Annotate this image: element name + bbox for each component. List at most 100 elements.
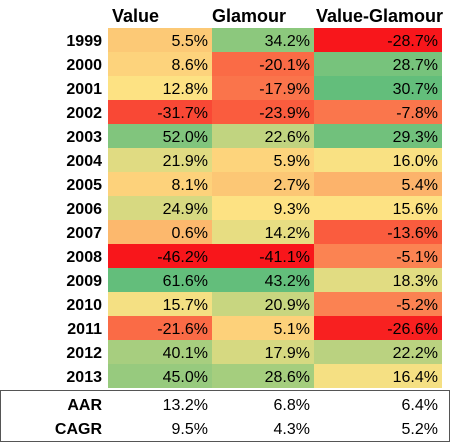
cell-value: 40.1% (163, 345, 208, 362)
summary-value: 6.4% (402, 397, 438, 414)
heat-cell (212, 76, 314, 100)
cell-value: 61.6% (163, 273, 208, 290)
row-label-2004: 2004 (66, 153, 102, 170)
heat-cell (314, 28, 442, 52)
heat-cell (314, 52, 442, 76)
row-label-2003: 2003 (66, 129, 102, 146)
row-label-1999: 1999 (66, 33, 102, 50)
header-glamour: Glamour (212, 6, 286, 26)
summary-value: 9.5% (172, 421, 208, 438)
heat-cell (212, 364, 314, 388)
cell-value: 5.5% (172, 33, 208, 50)
heat-cell (212, 268, 314, 292)
cell-value: 28.6% (265, 369, 310, 386)
heat-cell (108, 52, 212, 76)
cell-value: 28.7% (393, 57, 438, 74)
summary-value: 6.8% (274, 397, 310, 414)
cell-value: -7.8% (396, 105, 438, 122)
cell-value: -5.2% (396, 297, 438, 314)
heat-cell (314, 268, 442, 292)
heat-cell (314, 292, 442, 316)
heat-cell (108, 340, 212, 364)
cell-value: 2.7% (274, 177, 310, 194)
heat-cell (212, 100, 314, 124)
header-value: Value (112, 6, 159, 26)
heat-cell (108, 100, 212, 124)
heat-cell (314, 316, 442, 340)
cell-value: -21.6% (157, 321, 208, 338)
cell-value: 5.1% (274, 321, 310, 338)
heat-cell (314, 196, 442, 220)
cell-value: 5.4% (402, 177, 438, 194)
cell-value: -26.6% (387, 321, 438, 338)
heat-cell (314, 76, 442, 100)
cell-value: 17.9% (265, 345, 310, 362)
cell-value: 16.4% (393, 369, 438, 386)
cell-value: -28.7% (387, 33, 438, 50)
cell-value: 15.6% (393, 201, 438, 218)
heat-cell (314, 100, 442, 124)
heat-cell (108, 244, 212, 268)
cell-value: 20.9% (265, 297, 310, 314)
row-label-2000: 2000 (66, 57, 102, 74)
row-label-2011: 2011 (67, 321, 102, 338)
cell-value: 24.9% (163, 201, 208, 218)
cell-value: 22.6% (265, 129, 310, 146)
heat-cell (212, 124, 314, 148)
cell-value: -41.1% (259, 249, 310, 266)
heat-cell (212, 340, 314, 364)
cell-value: 21.9% (163, 153, 208, 170)
heat-cell (212, 244, 314, 268)
cell-value: -31.7% (157, 105, 208, 122)
row-label-2005: 2005 (66, 177, 102, 194)
heat-cell (314, 244, 442, 268)
cell-value: 5.9% (274, 153, 310, 170)
cell-value: -5.1% (396, 249, 438, 266)
heat-cell (314, 364, 442, 388)
cell-value: 18.3% (393, 273, 438, 290)
heat-cell (108, 148, 212, 172)
row-label-2001: 2001 (66, 81, 102, 98)
cell-value: 14.2% (265, 225, 310, 242)
cell-value: 45.0% (163, 369, 208, 386)
summary-value: 4.3% (274, 421, 310, 438)
row-label-2006: 2006 (66, 201, 102, 218)
cell-value: 22.2% (393, 345, 438, 362)
heat-cell (108, 268, 212, 292)
cell-value: 12.8% (163, 81, 208, 98)
heat-cell (212, 292, 314, 316)
heat-cell (212, 28, 314, 52)
heat-cell (212, 52, 314, 76)
row-label-2012: 2012 (66, 345, 102, 362)
cell-value: 8.1% (172, 177, 208, 194)
cell-value: 9.3% (274, 201, 310, 218)
heat-cell (314, 172, 442, 196)
heat-cell (108, 28, 212, 52)
cell-value: 43.2% (265, 273, 310, 290)
row-label-2013: 2013 (66, 369, 102, 386)
cell-value: -17.9% (259, 81, 310, 98)
heat-cell (314, 340, 442, 364)
summary-value: 13.2% (163, 397, 208, 414)
row-label-2002: 2002 (66, 105, 102, 122)
heat-cell (108, 196, 212, 220)
heat-cell (108, 316, 212, 340)
summary-label-aar: AAR (67, 397, 102, 414)
cell-value: 16.0% (393, 153, 438, 170)
cell-value: -20.1% (259, 57, 310, 74)
cell-value: -46.2% (157, 249, 208, 266)
heat-cell (212, 148, 314, 172)
cell-value: 34.2% (265, 33, 310, 50)
cell-value: -23.9% (259, 105, 310, 122)
row-label-2008: 2008 (66, 249, 102, 266)
row-label-2010: 2010 (66, 297, 102, 314)
cell-value: 8.6% (172, 57, 208, 74)
cell-value: 0.6% (172, 225, 208, 242)
summary-value: 5.2% (402, 421, 438, 438)
summary-label-cagr: CAGR (55, 421, 103, 438)
heat-cell (212, 316, 314, 340)
row-label-2009: 2009 (66, 273, 102, 290)
heat-cell (212, 196, 314, 220)
heat-cell (108, 124, 212, 148)
